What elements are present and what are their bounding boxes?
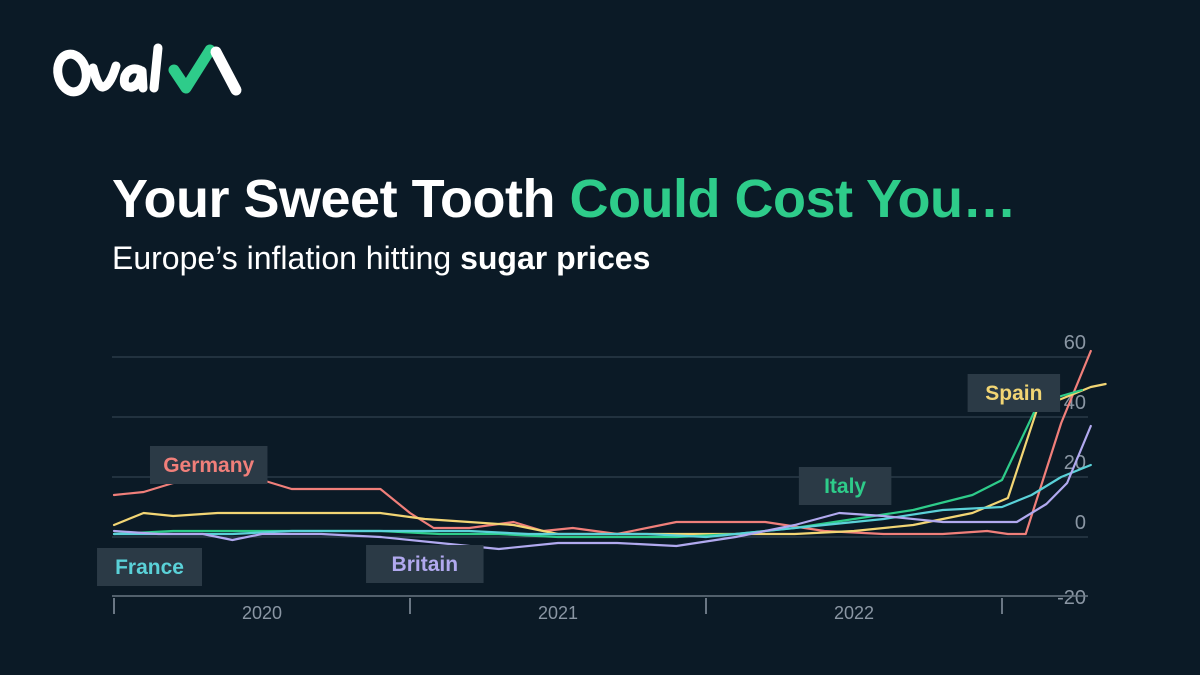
series-line-britain [112,424,1092,551]
y-tick-label: 40 [1064,392,1086,414]
series-line-germany [112,349,1092,536]
page-subtitle: Europe’s inflation hitting sugar prices [112,240,650,277]
y-tick-label: -20 [1057,587,1086,609]
series-label-britain: Britain [366,545,484,583]
label-text: Spain [985,382,1042,405]
subtitle-part-1: Europe’s inflation hitting [112,240,461,276]
series-label-france: France [97,548,203,586]
label-box [97,548,203,586]
label-text: Germany [163,454,254,477]
label-text: Britain [392,553,459,576]
label-text: France [115,556,184,579]
series-label-spain: Spain [967,374,1061,412]
page-title: Your Sweet Tooth Could Cost You… [112,168,1016,230]
label-box [366,545,484,583]
series-label-germany: Germany [149,446,268,484]
label-box [967,374,1061,412]
title-part-2: Could Cost You… [569,169,1017,229]
title-part-1: Your Sweet Tooth [112,169,570,229]
ovalx-logo [53,43,242,97]
x-year-label: 2022 [834,603,874,623]
label-layer: Germany Spain Italy France Britain [97,374,1061,586]
subtitle-part-2: sugar prices [460,240,651,276]
series-line-france [112,463,1092,539]
x-year-label: 2021 [538,603,578,623]
label-text: Italy [824,475,866,498]
label-box [798,467,892,505]
label-box [149,446,268,484]
y-tick-label: 60 [1064,332,1086,354]
series-label-italy: Italy [798,467,892,505]
x-year-label: 2020 [242,603,282,623]
y-tick-label: 0 [1075,512,1086,534]
